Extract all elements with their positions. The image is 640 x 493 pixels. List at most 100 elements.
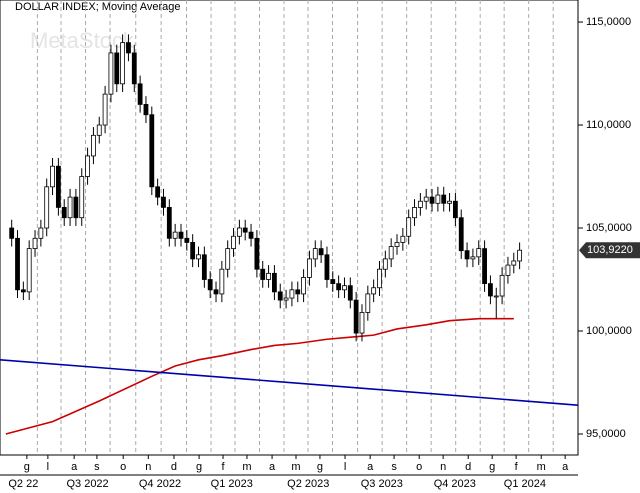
x-tick-label: d: [171, 461, 177, 473]
candle-body: [429, 196, 435, 204]
candle-body: [149, 114, 155, 188]
last-price-marker: [579, 242, 640, 259]
last-price-label: 103,9220: [587, 244, 633, 256]
candle-body: [377, 268, 382, 289]
candle-body: [126, 42, 131, 54]
candle-body: [32, 237, 38, 250]
y-tick-label: 105,0000: [586, 222, 632, 234]
candle-body: [342, 285, 347, 291]
candle-body: [330, 279, 336, 285]
candle-body: [120, 42, 126, 85]
x-tick-label: o: [416, 461, 422, 473]
quarter-label: Q4 2023: [434, 478, 476, 490]
candle-body: [318, 248, 324, 256]
candle-body: [452, 200, 458, 219]
x-tick-label: s: [94, 461, 100, 473]
candle-body: [50, 165, 55, 188]
x-tick-label: g: [24, 461, 30, 473]
quarter-label: Q1 2024: [504, 478, 546, 490]
chart-title: DOLLAR INDEX; Moving Average: [15, 1, 180, 13]
candle-body: [388, 246, 394, 260]
candle-body: [412, 207, 417, 219]
candle-body: [347, 285, 353, 301]
candle-body: [365, 293, 371, 313]
candle-body: [55, 165, 61, 208]
x-tick-label: f: [221, 461, 225, 473]
indicator-line: [0, 359, 579, 406]
quarter-label: Q3 2023: [361, 478, 403, 490]
candle-body: [91, 134, 96, 157]
y-tick-label: 110,0000: [586, 119, 631, 131]
candle-body: [79, 176, 85, 219]
candle-body: [184, 237, 190, 243]
candle-body: [172, 231, 178, 239]
x-tick-label: g: [317, 461, 323, 473]
candle-body: [155, 186, 161, 198]
candle-body: [470, 256, 476, 260]
candle-body: [406, 217, 412, 237]
x-tick-label: n: [440, 461, 446, 473]
candle-body: [131, 52, 137, 85]
candle-body: [143, 104, 149, 116]
candle-body: [254, 237, 260, 270]
candle-body: [219, 268, 225, 295]
candle-body: [231, 235, 236, 250]
candle-body: [248, 231, 254, 239]
candle-body: [435, 194, 441, 204]
candle-body: [166, 207, 172, 239]
candle-body: [190, 242, 196, 260]
x-tick-label: f: [515, 461, 519, 473]
candle-body: [307, 258, 312, 278]
candle-body: [359, 312, 365, 334]
candle-body: [272, 272, 277, 293]
candle-body: [277, 291, 283, 301]
candle-body: [9, 227, 15, 239]
candle-body: [20, 289, 26, 293]
candle-body: [394, 242, 400, 247]
candle-body: [178, 231, 184, 239]
x-tick-label: g: [489, 461, 495, 473]
x-tick-label: g: [196, 461, 202, 473]
x-tick-label: a: [562, 461, 569, 473]
x-tick-label: l: [47, 461, 49, 473]
candle-body: [488, 283, 493, 297]
candle-body: [400, 235, 406, 243]
candle-body: [15, 237, 20, 291]
candle-body: [196, 254, 201, 260]
y-tick-label: 95,0000: [586, 428, 626, 440]
candle-body: [289, 289, 295, 299]
x-tick-label: m: [242, 461, 251, 473]
candle-body: [458, 217, 464, 252]
quarter-label: Q2 22: [8, 478, 38, 490]
candle-body: [482, 248, 487, 285]
y-tick-label: 100,0000: [586, 325, 632, 337]
x-tick-label: m: [537, 461, 546, 473]
candle-body: [476, 248, 482, 258]
candle-body: [161, 196, 166, 208]
candle-body: [44, 186, 50, 229]
candle-body: [225, 248, 231, 270]
y-tick-label: 115,0000: [586, 16, 631, 28]
candle-body: [382, 258, 388, 270]
candle-body: [353, 299, 359, 334]
x-tick-label: n: [145, 461, 151, 473]
watermark: MetaStock: [30, 28, 135, 53]
x-tick-label: a: [367, 461, 374, 473]
candle-body: [61, 207, 67, 219]
candle-body: [441, 194, 447, 204]
x-tick-label: o: [120, 461, 126, 473]
candle-body: [295, 289, 301, 295]
x-tick-label: d: [465, 461, 471, 473]
candle-body: [207, 279, 213, 291]
candle-body: [423, 196, 429, 202]
candle-body: [447, 200, 452, 204]
candle-body: [336, 283, 342, 291]
candle-body: [114, 52, 120, 85]
candle-body: [301, 277, 306, 295]
x-tick-label: s: [391, 461, 397, 473]
candle-body: [236, 227, 242, 237]
candle-body: [517, 249, 523, 262]
candle-body: [324, 254, 330, 280]
candle-body: [417, 200, 423, 208]
